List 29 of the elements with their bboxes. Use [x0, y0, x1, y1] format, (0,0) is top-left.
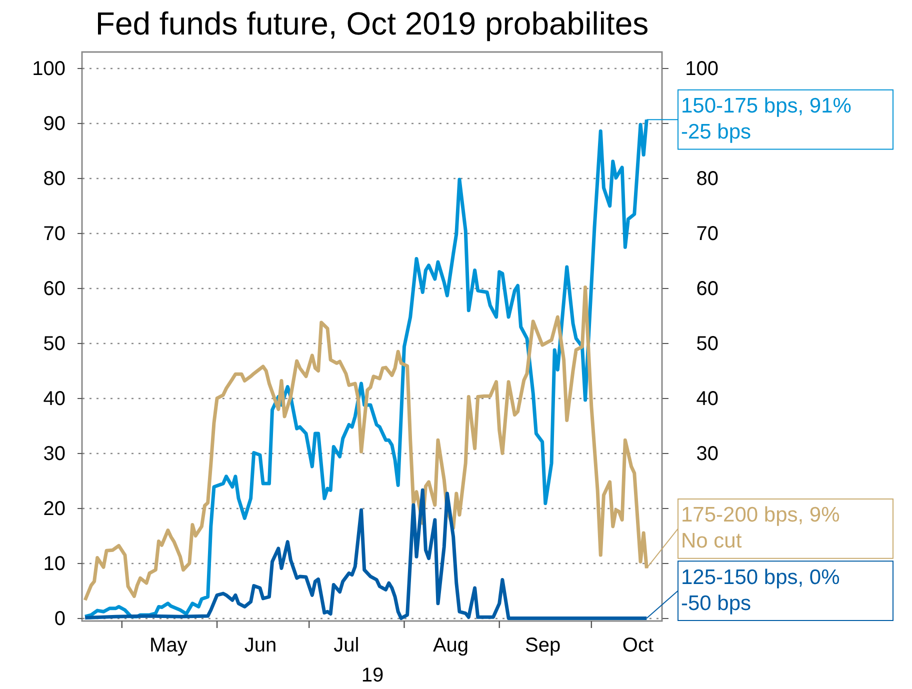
annotation: 150-175 bps, 91% -25 bps — [681, 94, 852, 144]
x-tick-label: Aug — [432, 634, 469, 656]
x-axis-title: 19 — [361, 664, 384, 686]
annotation: 175-200 bps, 9% No cut — [681, 504, 840, 553]
y2-tick-label: 50 — [696, 332, 718, 355]
y2-tick-label: 80 — [696, 168, 718, 190]
y2-tick-label: 100 — [685, 58, 718, 80]
y2-tick-label: 60 — [696, 278, 718, 300]
annotation: 125-150 bps, 0% -50 bps — [681, 566, 840, 615]
y-tick-label: 20 — [43, 498, 66, 520]
y-tick-label: 0 — [54, 608, 66, 630]
y2-tick-label: 40 — [696, 388, 718, 410]
x-tick-label: Jun — [244, 634, 277, 656]
y-tick-label: 50 — [43, 332, 66, 355]
y-tick-label: 90 — [43, 112, 66, 135]
y-tick-label: 70 — [43, 222, 66, 245]
x-tick-label: Sep — [525, 634, 561, 656]
y2-tick-label: 70 — [696, 222, 718, 245]
chart-title: Fed funds future, Oct 2019 probabilites — [95, 5, 649, 42]
x-tick-label: May — [150, 634, 188, 656]
y2-tick-label: 30 — [696, 442, 718, 465]
x-tick-label: Jul — [334, 634, 360, 656]
y-tick-label: 10 — [43, 552, 66, 575]
x-tick-label: Oct — [622, 634, 654, 656]
y-tick-label: 80 — [43, 168, 66, 190]
y-tick-label: 60 — [43, 278, 66, 300]
y-tick-label: 100 — [32, 58, 66, 80]
y-tick-label: 40 — [43, 388, 66, 410]
y-tick-label: 30 — [43, 442, 66, 465]
